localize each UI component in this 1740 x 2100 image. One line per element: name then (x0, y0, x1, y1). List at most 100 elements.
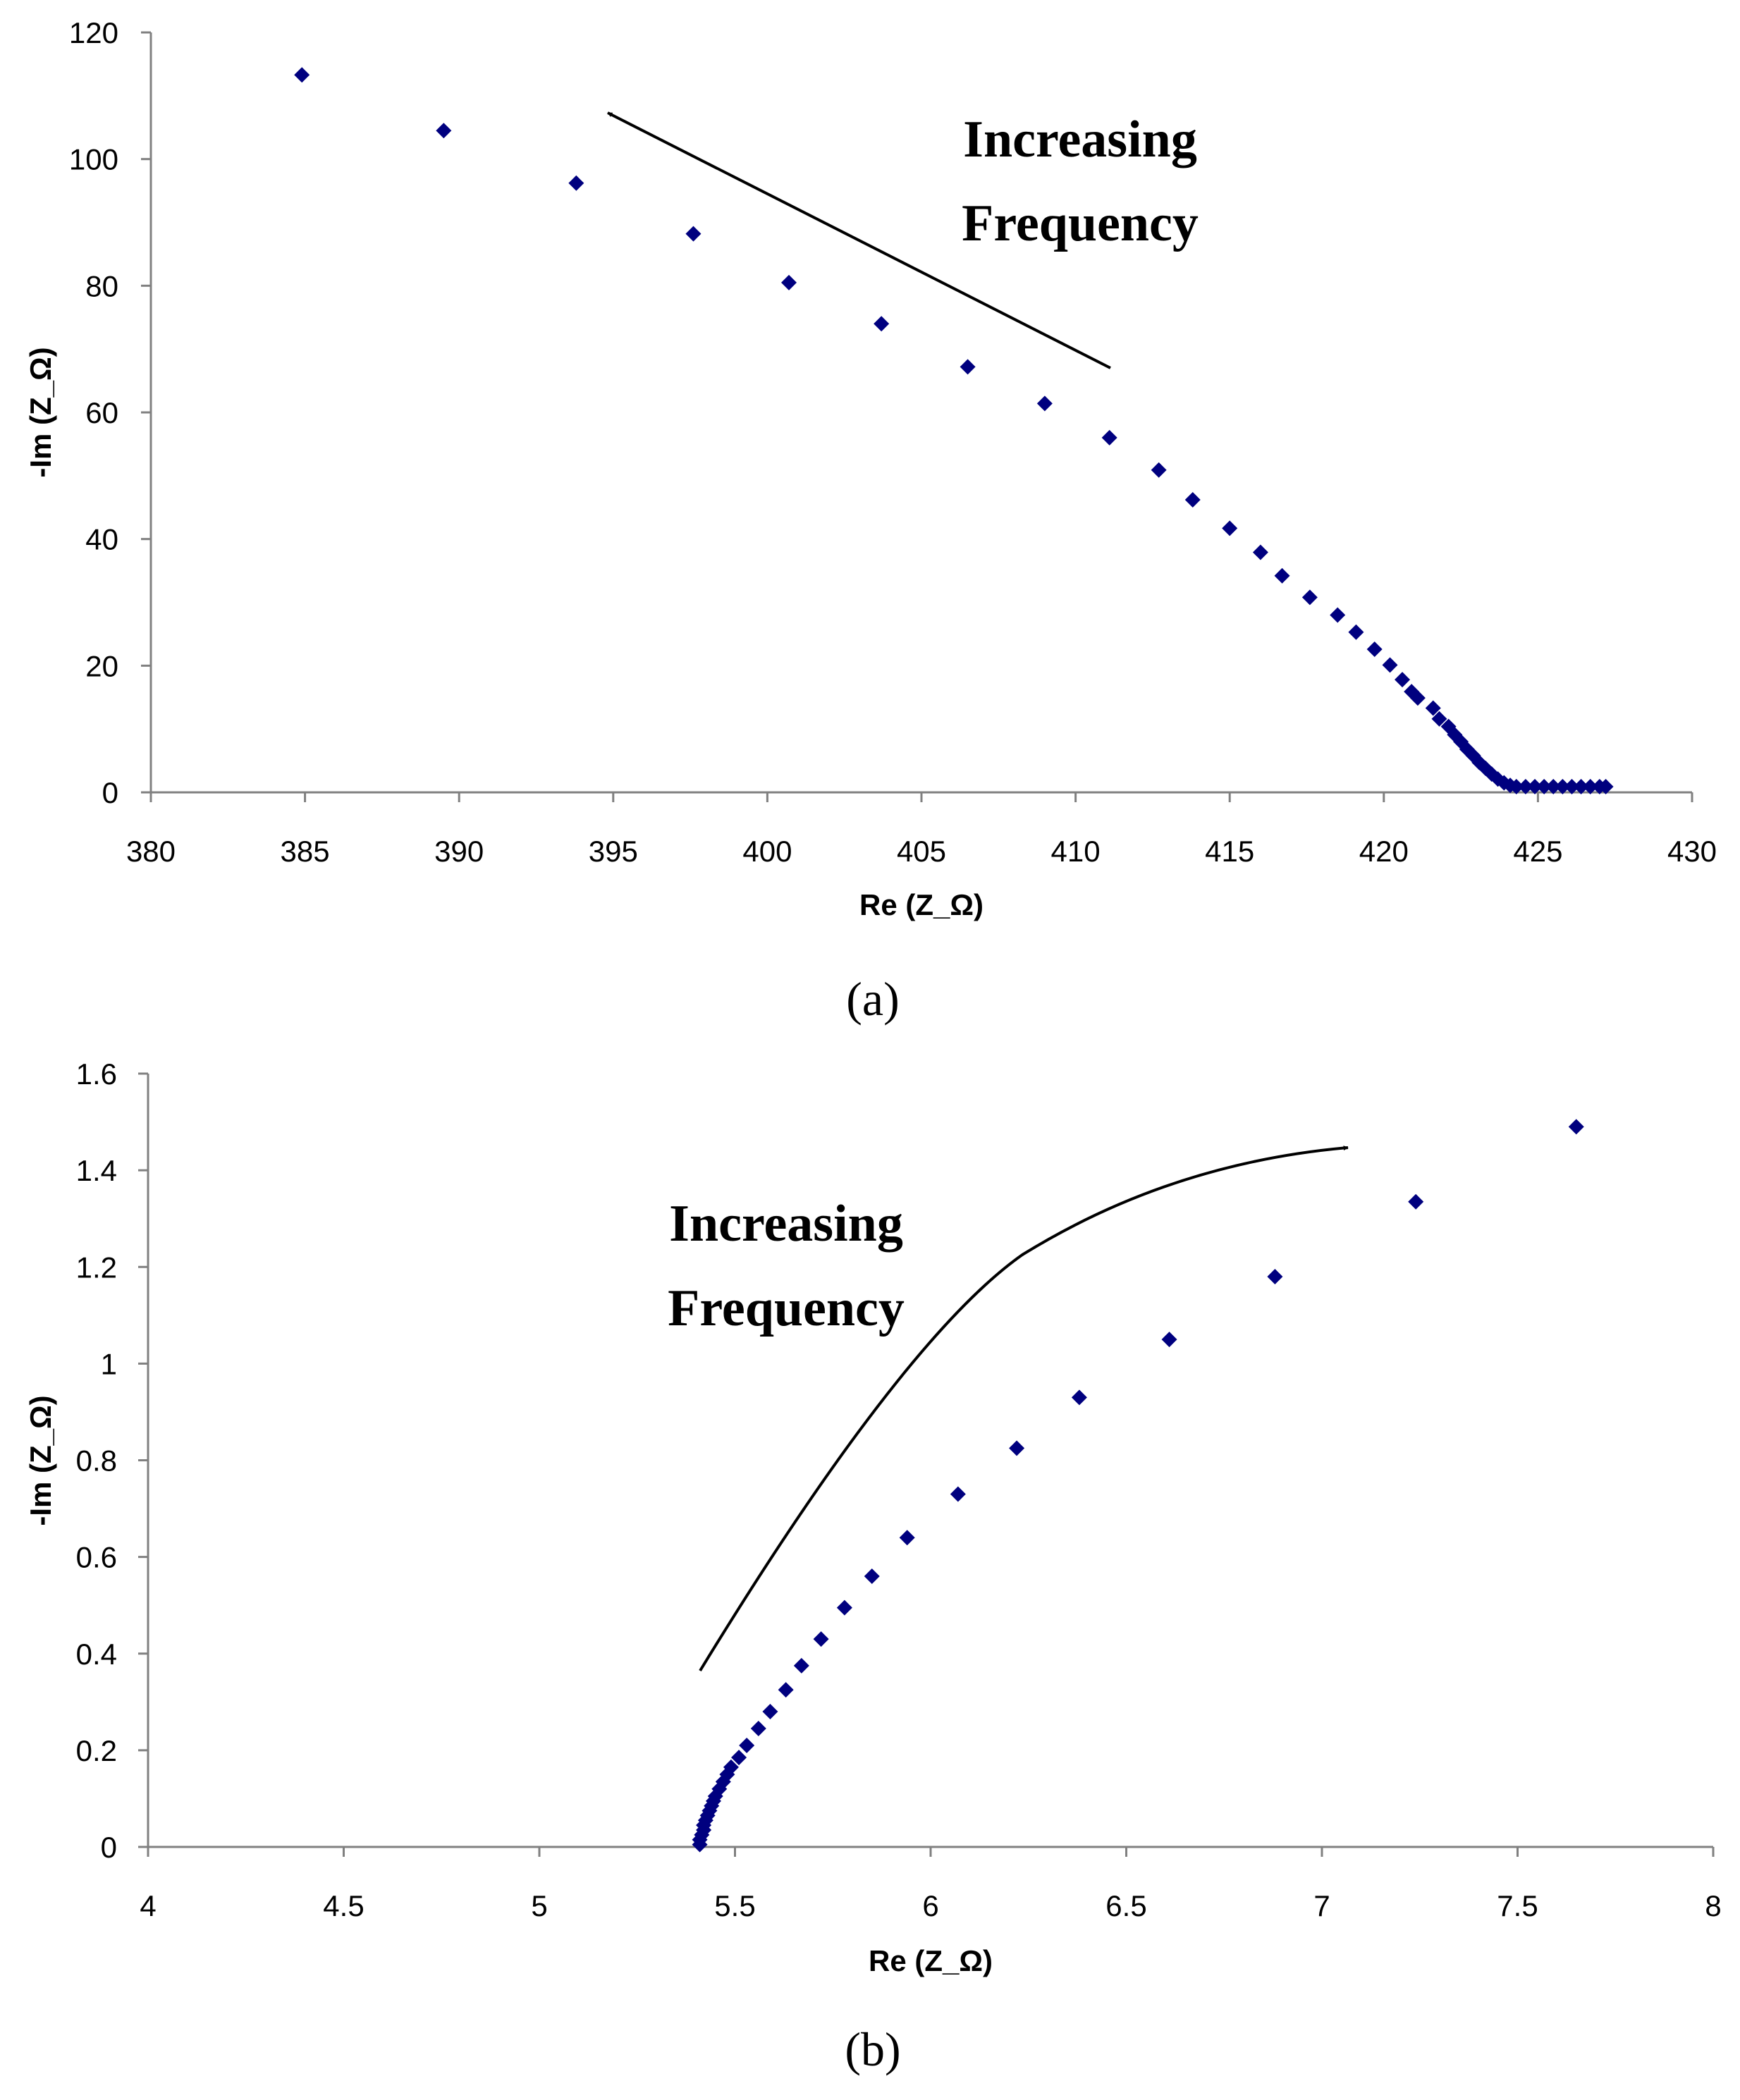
a-data-point (1598, 778, 1614, 794)
b-x-tick-label: 7.5 (1497, 1889, 1538, 1922)
b-y-tick-label: 0.2 (76, 1734, 117, 1767)
b-data-point (813, 1631, 829, 1647)
a-caption: (a) (846, 972, 899, 1026)
b-data-point (899, 1530, 915, 1546)
a-x-tick-label: 420 (1359, 835, 1409, 868)
a-annotation-line2: Frequency (962, 195, 1199, 252)
b-y-ticks: 0 0.2 0.4 0.6 0.8 1 1.2 1.4 1.6 (76, 1057, 148, 1864)
a-x-tick-label: 390 (434, 835, 484, 868)
a-data-point (1348, 624, 1364, 640)
a-x-tick-label: 415 (1205, 835, 1254, 868)
a-y-axis-label: -Im (Z_Ω) (24, 347, 57, 477)
b-frequency-arrow (699, 1146, 1349, 1672)
a-data-point (1395, 672, 1411, 688)
a-data-point (960, 359, 976, 375)
a-y-tick-label: 100 (69, 143, 118, 176)
a-data-point (1274, 567, 1290, 584)
b-y-tick-label: 0.8 (76, 1444, 117, 1478)
a-data-point (1151, 462, 1167, 478)
a-axes (149, 32, 1692, 794)
a-x-tick-label: 395 (589, 835, 638, 868)
a-x-tick-label: 425 (1513, 835, 1562, 868)
a-data-points (294, 67, 1614, 794)
b-data-point (1408, 1193, 1424, 1210)
b-data-point (1267, 1268, 1283, 1284)
b-x-tick-label: 5.5 (714, 1889, 755, 1922)
b-x-axis-label: Re (Z_Ω) (869, 1944, 993, 1977)
a-data-point (1517, 778, 1533, 794)
a-data-point (1382, 657, 1398, 673)
b-x-tick-label: 4 (140, 1889, 156, 1922)
b-y-tick-label: 1 (101, 1347, 117, 1380)
b-y-tick-label: 1.4 (76, 1154, 117, 1187)
b-x-ticks: 4 4.5 5 5.5 6 6.5 7 7.5 8 (140, 1847, 1722, 1922)
b-x-tick-label: 7 (1313, 1889, 1330, 1922)
a-data-point (1545, 778, 1562, 794)
a-data-point (1527, 778, 1543, 794)
b-data-point (793, 1657, 809, 1674)
a-y-tick-label: 120 (69, 16, 118, 49)
a-y-tick-label: 20 (85, 649, 118, 682)
a-data-point (1101, 429, 1117, 446)
b-annotation-line1: Increasing (669, 1195, 903, 1253)
b-y-axis-label: -Im (Z_Ω) (24, 1395, 57, 1525)
a-data-point (1330, 607, 1346, 623)
a-data-point (1508, 778, 1524, 794)
a-data-point (1184, 491, 1201, 508)
b-axes (147, 1074, 1713, 1848)
b-data-points (692, 1119, 1584, 1853)
b-data-point (836, 1599, 852, 1616)
b-data-point (1161, 1332, 1177, 1348)
a-x-tick-label: 410 (1051, 835, 1101, 868)
b-data-point (711, 1781, 728, 1797)
b-data-point (1009, 1440, 1025, 1456)
a-data-point (1252, 544, 1268, 560)
a-data-point (685, 226, 701, 242)
b-data-point (950, 1486, 966, 1502)
a-data-point (1431, 711, 1447, 727)
a-data-point (1555, 778, 1571, 794)
b-x-tick-label: 4.5 (323, 1889, 364, 1922)
b-caption: (b) (845, 2022, 900, 2076)
b-data-point (739, 1738, 755, 1754)
a-data-point (1366, 641, 1383, 657)
a-data-point (781, 274, 797, 290)
a-data-point (874, 316, 890, 332)
chart-a: 380 385 390 395 400 405 410 415 420 425 430 0 20 40 6… (24, 16, 1717, 1026)
a-x-ticks: 380 385 390 395 400 405 410 415 420 425 430 (126, 792, 1717, 868)
a-x-tick-label: 430 (1667, 835, 1717, 868)
b-annotation-line2: Frequency (668, 1279, 905, 1337)
b-y-tick-label: 1.6 (76, 1057, 117, 1091)
a-x-tick-label: 380 (126, 835, 176, 868)
a-data-point (1536, 778, 1552, 794)
a-x-axis-label: Re (Z_Ω) (859, 888, 984, 921)
a-data-point (1222, 520, 1238, 536)
b-y-tick-label: 0 (101, 1831, 117, 1864)
a-data-point (1564, 778, 1580, 794)
a-data-point (1573, 778, 1589, 794)
a-data-point (1036, 395, 1053, 412)
b-data-point (762, 1704, 778, 1720)
b-data-point (778, 1682, 794, 1698)
a-y-ticks: 0 20 40 60 80 100 120 (69, 16, 151, 809)
a-data-point (1582, 778, 1598, 794)
chart-b: 4 4.5 5 5.5 6 6.5 7 7.5 8 0 0.2 0.4 0.6 0.8 1 1.2 1.4 1.… (24, 1057, 1722, 2076)
b-x-tick-label: 5 (531, 1889, 547, 1922)
a-y-tick-label: 80 (85, 269, 118, 302)
b-y-tick-label: 0.4 (76, 1638, 117, 1671)
a-frequency-arrow (607, 111, 1111, 369)
b-data-point (750, 1721, 766, 1737)
a-y-tick-label: 60 (85, 396, 118, 429)
a-data-point (1301, 589, 1318, 606)
b-data-point (723, 1759, 739, 1775)
a-data-point (294, 67, 310, 83)
b-data-point (864, 1568, 880, 1585)
a-data-point (1425, 700, 1441, 716)
b-data-point (731, 1750, 747, 1766)
b-x-tick-label: 8 (1705, 1889, 1721, 1922)
a-data-point (1409, 690, 1426, 706)
a-y-tick-label: 0 (102, 776, 118, 809)
a-data-point (436, 123, 452, 139)
a-annotation-line1: Increasing (963, 111, 1197, 168)
